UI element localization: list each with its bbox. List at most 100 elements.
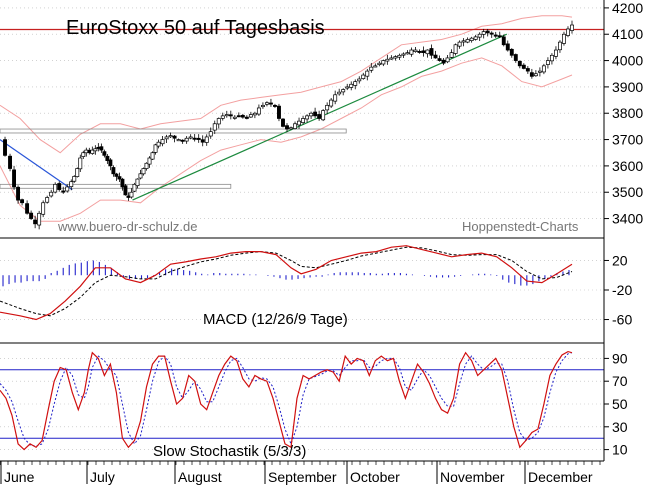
watermark-right: Hoppenstedt-Charts [462,219,579,234]
candle-down [123,185,128,196]
chart-title: EuroStoxx 50 auf Tagesbasis [66,17,325,39]
candle-up [409,49,414,55]
candle-down [20,199,25,204]
candle-up [481,31,486,35]
candle-down [111,167,116,175]
stochastic-title: Slow Stochastik (5/3/3) [153,443,306,460]
candle-up [260,104,265,108]
month-label: November [440,469,505,485]
trendline [0,139,73,191]
candle-up [138,173,143,179]
candle-up [220,115,225,119]
candle-down [429,48,434,56]
candle-up [216,118,221,125]
candle-up [385,58,390,62]
candle-up [160,139,165,145]
candle-down [501,36,506,46]
price-tick-label: 3400 [612,211,643,227]
candle-up [93,148,98,152]
price-tick-label: 3500 [612,184,643,200]
stoch-d-line [0,352,573,447]
candle-up [393,56,398,59]
candle-up [164,136,169,140]
candle-up [469,37,474,41]
candle-up [553,49,558,57]
candle-down [108,159,113,167]
watermark-left: www.buero-dr-schulz.de [57,219,197,234]
candle-down [285,125,289,130]
month-label: October [350,469,400,485]
candle-up [293,123,297,129]
candle-up [537,70,542,73]
candle-up [345,86,350,89]
stoch-tick-label: 90 [612,350,628,366]
candle-down [509,48,514,56]
macd-line [0,245,573,321]
candle-down [240,114,245,118]
candle-down [99,146,104,151]
candle-up [321,110,326,121]
candle-down [268,102,273,105]
candle-down [8,155,12,169]
candle-up [204,136,209,143]
candle-up [156,141,161,147]
candle-down [117,176,122,180]
candle-up [141,168,146,175]
price-tick-label: 4100 [612,26,643,42]
candle-down [517,60,522,67]
candle-down [529,72,534,77]
candle-down [513,54,518,61]
candle-down [12,169,16,188]
stoch-tick-label: 30 [612,419,628,435]
candlestick-series [3,20,574,230]
candle-down [433,54,438,59]
candle-down [437,58,442,61]
candle-down [497,35,502,38]
candle-down [493,34,498,37]
candle-up [477,33,482,38]
candle-up [549,54,554,62]
candle-up [132,183,137,192]
candle-up [41,202,46,215]
candle-up [153,144,158,153]
candle-down [120,178,125,188]
candle-up [305,115,310,120]
stoch-tick-label: 10 [612,442,628,458]
candle-down [525,68,530,72]
candle-up [445,57,450,63]
grid-layer [0,7,604,219]
candle-up [401,53,406,56]
candle-down [417,50,422,53]
candle-down [244,116,249,119]
macd-title: MACD (12/26/9 Tage) [203,311,348,328]
candle-down [281,118,285,127]
candle-up [188,136,193,139]
axis-labels: 3400 3500 3600 3700 3800 3900 4000 4100 4200 20 -2… [0,0,643,485]
panel-frames [0,0,605,462]
candle-up [353,81,358,86]
candle-up [341,89,346,93]
candle-up [49,191,54,197]
candle-up [405,52,410,55]
candle-up [357,78,362,82]
candle-up [333,94,338,102]
candle-up [457,41,462,47]
candle-up [541,65,546,73]
candle-up [309,112,314,117]
candle-down [313,111,318,117]
candle-up [78,157,83,170]
candle-up [397,54,402,58]
macd-tick-label: 20 [612,252,628,268]
candle-up [90,149,95,154]
candle-up [72,176,77,182]
month-label: June [4,469,35,485]
support-box [0,128,347,134]
candle-up [208,131,213,137]
candle-up [135,178,140,187]
candle-down [3,139,7,156]
candle-down [489,32,494,35]
lower-band-line [0,57,573,222]
candle-up [65,186,70,192]
candle-up [224,114,229,117]
candle-up [69,181,74,187]
